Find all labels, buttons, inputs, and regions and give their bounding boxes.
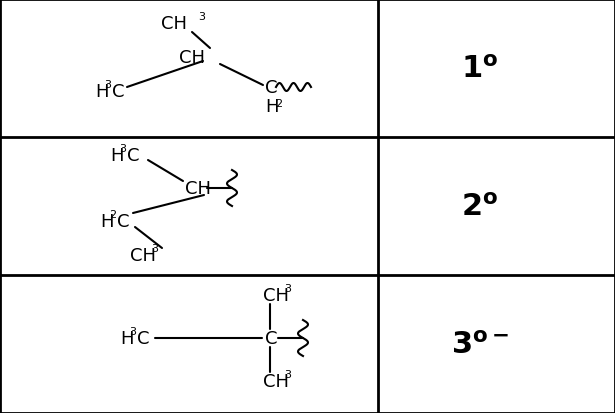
Text: CH: CH <box>130 247 156 264</box>
Text: H: H <box>110 147 124 165</box>
Text: $\mathbf{3^{o-}}$: $\mathbf{3^{o-}}$ <box>451 330 509 358</box>
Text: 3: 3 <box>119 144 126 154</box>
Text: CH: CH <box>185 180 211 197</box>
Text: 3: 3 <box>151 243 158 254</box>
Text: H: H <box>265 98 279 116</box>
Text: 3: 3 <box>129 326 136 336</box>
Text: C: C <box>127 147 140 165</box>
Text: 2: 2 <box>109 209 116 219</box>
Text: C: C <box>137 329 149 347</box>
Text: C: C <box>117 212 130 230</box>
Text: $\mathbf{1^o}$: $\mathbf{1^o}$ <box>461 55 499 83</box>
Text: 3: 3 <box>198 12 205 22</box>
Text: C: C <box>265 79 277 97</box>
Text: CH: CH <box>263 286 289 304</box>
Text: H: H <box>120 329 133 347</box>
Text: 3: 3 <box>284 369 291 379</box>
Text: CH: CH <box>263 372 289 390</box>
Text: $\mathbf{2^o}$: $\mathbf{2^o}$ <box>461 192 499 221</box>
Text: 2: 2 <box>275 99 282 109</box>
Text: H: H <box>95 83 108 101</box>
Text: C: C <box>265 329 277 347</box>
Text: 3: 3 <box>284 283 291 293</box>
Text: CH: CH <box>179 49 205 67</box>
Text: H: H <box>100 212 114 230</box>
Text: CH: CH <box>161 15 187 33</box>
Text: C: C <box>112 83 124 101</box>
Text: 3: 3 <box>104 80 111 90</box>
